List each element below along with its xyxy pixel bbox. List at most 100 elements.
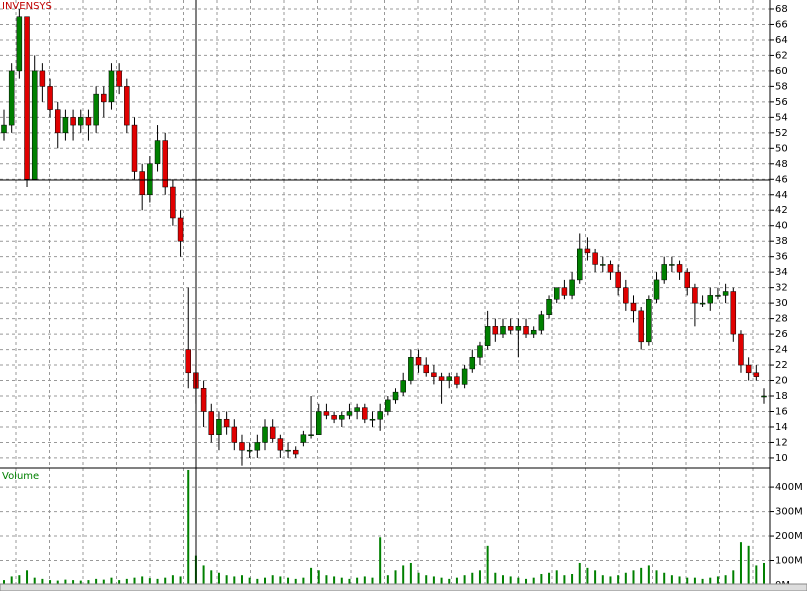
volume-bar — [747, 545, 750, 585]
volume-bar — [118, 580, 121, 585]
candle-body — [269, 426, 276, 439]
candle-body — [577, 248, 583, 281]
candle-body — [492, 326, 499, 335]
volume-bar — [179, 576, 182, 585]
volume-bar — [763, 562, 765, 585]
volume-bar — [279, 576, 282, 585]
volume-bar — [532, 577, 535, 585]
volume-bar — [594, 570, 597, 585]
candle-body — [185, 349, 191, 374]
volume-bar — [425, 575, 428, 585]
candle-body — [277, 438, 284, 451]
volume-bar — [95, 578, 98, 585]
chart-title: INVENSYS — [2, 1, 52, 12]
volume-bar — [432, 576, 435, 585]
y-tick-label: 54 — [775, 112, 788, 123]
candle-body — [108, 70, 115, 103]
volume-bar — [26, 570, 29, 585]
candle-body — [162, 140, 168, 188]
volume-bar — [210, 570, 213, 585]
candle-body — [39, 70, 46, 87]
y-tick-label: 24 — [775, 345, 788, 356]
volume-bar — [609, 576, 612, 585]
candle-body — [692, 287, 698, 304]
volume-bar — [724, 575, 727, 585]
candle-body — [638, 310, 644, 343]
candle-body — [239, 442, 245, 451]
candle-body — [101, 93, 107, 103]
candle-body — [54, 109, 61, 134]
volume-bar — [79, 580, 82, 585]
candle-body — [722, 291, 729, 296]
y-tick-label: 26 — [775, 329, 788, 340]
candle-body — [16, 16, 23, 72]
volume-bar — [325, 575, 328, 585]
y-tick-label: 18 — [775, 391, 788, 402]
scrollbar[interactable] — [0, 583, 807, 591]
candle-body — [730, 291, 737, 335]
volume-bar — [486, 545, 489, 585]
volume-bar — [693, 577, 696, 585]
candle-body — [139, 171, 145, 196]
volume-bar — [478, 570, 481, 585]
volume-bar — [655, 570, 658, 585]
volume-bar — [340, 577, 343, 585]
candle-body — [753, 372, 760, 377]
candle-body — [93, 93, 99, 126]
volume-bar — [732, 570, 735, 585]
candle-body — [170, 186, 176, 219]
candle-body — [292, 449, 299, 455]
volume-bar — [264, 577, 267, 585]
candle-body — [438, 376, 445, 381]
candle-body — [8, 70, 15, 126]
candle-body — [216, 418, 222, 435]
candle-body — [47, 86, 53, 110]
candle-body — [646, 299, 652, 343]
volume-bar — [233, 576, 236, 585]
candle-body — [300, 434, 307, 443]
volume-bar — [739, 542, 742, 585]
y-tick-label: 22 — [775, 360, 788, 371]
volume-bar — [509, 576, 512, 585]
y-tick-label: 46 — [775, 174, 788, 185]
volume-bar — [310, 567, 313, 585]
candle-body — [446, 376, 453, 381]
volume-bar — [624, 572, 627, 585]
candle-body — [70, 117, 76, 126]
candle-body — [354, 407, 360, 412]
volume-bar — [548, 572, 551, 585]
volume-bar — [455, 577, 458, 585]
y-tick-label: 50 — [775, 143, 788, 154]
candle-body — [154, 140, 161, 165]
volume-bar — [586, 567, 589, 585]
candle-body — [308, 434, 314, 436]
volume-bar — [716, 576, 719, 585]
candle-body — [738, 333, 744, 366]
candle-body — [323, 411, 330, 416]
volume-bar — [41, 578, 44, 585]
volume-bar — [248, 577, 251, 585]
candle-body — [699, 302, 706, 305]
candle-body — [507, 326, 514, 331]
candle-body — [661, 264, 667, 281]
volume-bar — [56, 580, 59, 585]
volume-bar — [356, 577, 359, 585]
volume-bar — [402, 565, 405, 585]
volume-bar — [171, 575, 174, 585]
candle-body — [538, 314, 545, 331]
volume-bar — [663, 572, 666, 585]
candle-body — [62, 117, 69, 134]
y-tick-label: 52 — [775, 128, 788, 139]
volume-bar — [110, 577, 113, 585]
candle-body — [24, 16, 30, 180]
candle-body — [254, 442, 261, 451]
volume-bar — [617, 575, 620, 585]
candle-body — [315, 411, 322, 435]
volume-bar — [632, 570, 635, 585]
candle-body — [78, 117, 84, 126]
volume-bar — [701, 578, 704, 585]
y-tick-label: 56 — [775, 97, 788, 108]
volume-bar — [440, 577, 443, 585]
candle-body — [262, 426, 268, 443]
